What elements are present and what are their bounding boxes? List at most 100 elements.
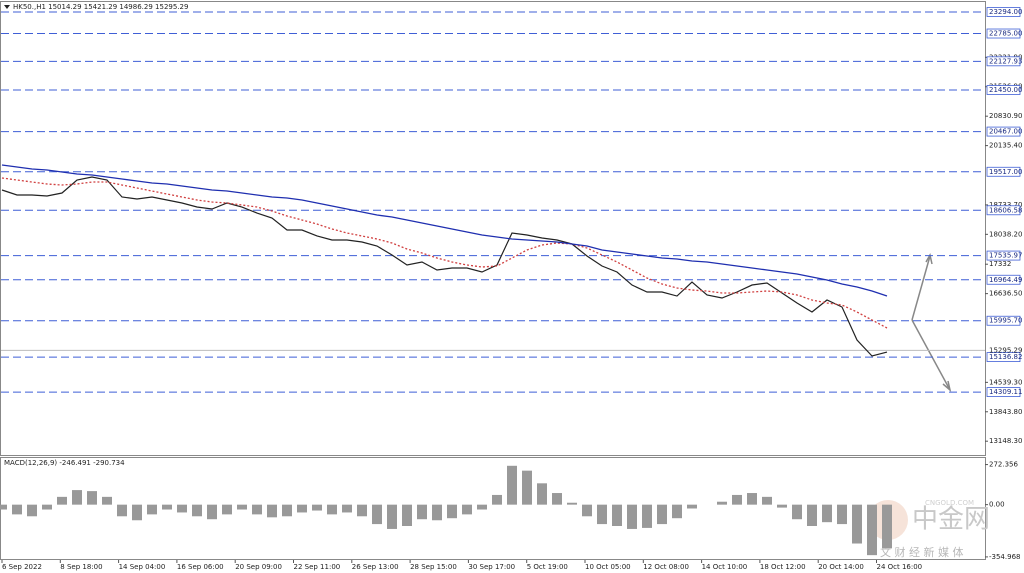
x-tick-label: 16 Sep 06:00: [177, 563, 224, 571]
level-box: [986, 7, 1021, 17]
level-box: [986, 352, 1021, 362]
macd-bar: [657, 504, 667, 525]
macd-bar: [0, 504, 7, 510]
macd-bar: [552, 493, 562, 505]
macd-bar: [777, 504, 787, 508]
y-tick-label: 20830.90: [989, 112, 1022, 120]
y-tick-label: 20135.40: [989, 142, 1022, 150]
level-label: 15136.82: [989, 353, 1022, 361]
macd-bar: [417, 504, 427, 520]
macd-bar: [867, 504, 877, 556]
macd-bar: [192, 504, 202, 517]
arrow-down: [911, 319, 951, 391]
macd-bar: [12, 504, 22, 515]
level-box: [986, 250, 1021, 261]
macd-bar: [117, 504, 127, 517]
macd-bar: [132, 504, 142, 521]
level-label: 17535.97: [989, 252, 1022, 260]
price-line: [1, 177, 888, 329]
price-line: [1, 164, 888, 297]
x-tick-label: 28 Sep 15:00: [410, 563, 457, 571]
y-tick-label: 13148.30: [989, 437, 1022, 445]
y-tick-label: 272.356: [989, 461, 1018, 469]
macd-bar: [522, 470, 532, 505]
macd-bar: [537, 483, 547, 505]
macd-bar: [567, 502, 577, 505]
x-tick-label: 5 Oct 19:00: [527, 563, 568, 571]
macd-bar: [297, 504, 307, 513]
y-tick-label: -354.968: [989, 553, 1020, 561]
x-tick-label: 18 Oct 12:00: [760, 563, 806, 571]
macd-bar: [507, 465, 517, 505]
level-label: 23294.00: [989, 8, 1022, 16]
macd-bar: [717, 501, 727, 505]
macd-bar: [642, 504, 652, 528]
macd-bar: [852, 504, 862, 544]
level-box: [986, 274, 1021, 285]
macd-bar: [267, 504, 277, 518]
x-tick-label: 12 Oct 08:00: [643, 563, 689, 571]
macd-bar: [147, 504, 157, 515]
x-tick-label: 30 Sep 17:00: [468, 563, 515, 571]
level-label: 21450.00: [989, 86, 1022, 94]
macd-bar: [87, 491, 97, 505]
level-label: 19517.00: [989, 168, 1022, 176]
macd-bar: [882, 504, 892, 549]
x-tick-label: 14 Sep 04:00: [119, 563, 166, 571]
x-tick-label: 20 Oct 14:00: [818, 563, 864, 571]
macd-bar: [72, 490, 82, 505]
y-tick-label: 13843.80: [989, 408, 1022, 416]
macd-bar: [462, 504, 472, 515]
macd-bar: [792, 504, 802, 520]
macd-bar: [387, 504, 397, 529]
last-price-label: 15295.29: [989, 346, 1022, 354]
macd-bar: [222, 504, 232, 515]
macd-bar: [732, 494, 742, 505]
macd-bar: [807, 504, 817, 526]
level-label: 22785.00: [989, 30, 1022, 38]
macd-bar: [357, 504, 367, 517]
y-tick-label: 14539.30: [989, 378, 1022, 386]
level-box: [986, 126, 1021, 137]
x-tick-label: 24 Oct 16:00: [877, 563, 923, 571]
menu-arrow: [4, 5, 10, 9]
macd-bar: [582, 504, 592, 517]
macd-bar: [372, 504, 382, 525]
level-label: 14309.11: [989, 388, 1022, 396]
macd-bar: [432, 504, 442, 521]
price-line: [1, 176, 888, 357]
level-box: [986, 166, 1021, 177]
arrow-head: [942, 380, 952, 393]
macd-bar: [627, 504, 637, 529]
level-box: [986, 85, 1021, 95]
y-tick-label: 18733.70: [989, 201, 1022, 209]
x-tick-label: 20 Sep 09:00: [235, 563, 282, 571]
y-tick-label: 16636.50: [989, 290, 1022, 298]
y-tick-label: 0.00: [989, 501, 1005, 509]
y-tick-label: 18038.20: [989, 230, 1022, 238]
macd-bar: [102, 496, 112, 505]
level-box: [986, 205, 1021, 216]
macd-bar: [597, 504, 607, 525]
level-label: 20467.00: [989, 128, 1022, 136]
macd-title: MACD(12,26,9) -246.491 -290.734: [4, 459, 125, 467]
macd-bar: [612, 504, 622, 526]
level-label: 16964.49: [989, 276, 1022, 284]
macd-bar: [327, 504, 337, 515]
macd-bar: [252, 504, 262, 515]
macd-bar: [282, 504, 292, 517]
x-tick-label: 26 Sep 13:00: [352, 563, 399, 571]
level-label: 18606.58: [989, 206, 1022, 214]
x-tick-label: 14 Oct 10:00: [702, 563, 748, 571]
macd-bar: [822, 504, 832, 523]
macd-bar: [177, 504, 187, 513]
forecast-arrows: [911, 252, 952, 393]
y-tick-label: 17332: [989, 260, 1011, 268]
level-label: 22127.93: [989, 57, 1022, 65]
watermark-slogan: 文 财 经 新 媒 体: [880, 545, 963, 559]
chart-title: HK50.,H1 15014.29 15421.29 14986.29 1529…: [13, 3, 188, 11]
level-box: [986, 315, 1021, 326]
x-tick-label: 8 Sep 18:00: [60, 563, 102, 571]
macd-bar: [477, 504, 487, 510]
